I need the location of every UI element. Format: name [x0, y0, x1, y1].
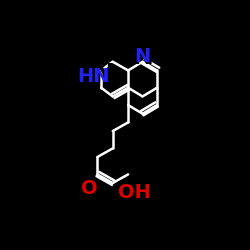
Text: HN: HN — [72, 63, 116, 89]
Text: N: N — [134, 48, 151, 66]
Text: N: N — [132, 44, 154, 70]
Text: HN: HN — [77, 67, 110, 86]
Text: O: O — [78, 176, 101, 202]
Text: OH: OH — [118, 183, 151, 202]
Text: O: O — [81, 179, 98, 198]
Text: OH: OH — [112, 180, 157, 206]
